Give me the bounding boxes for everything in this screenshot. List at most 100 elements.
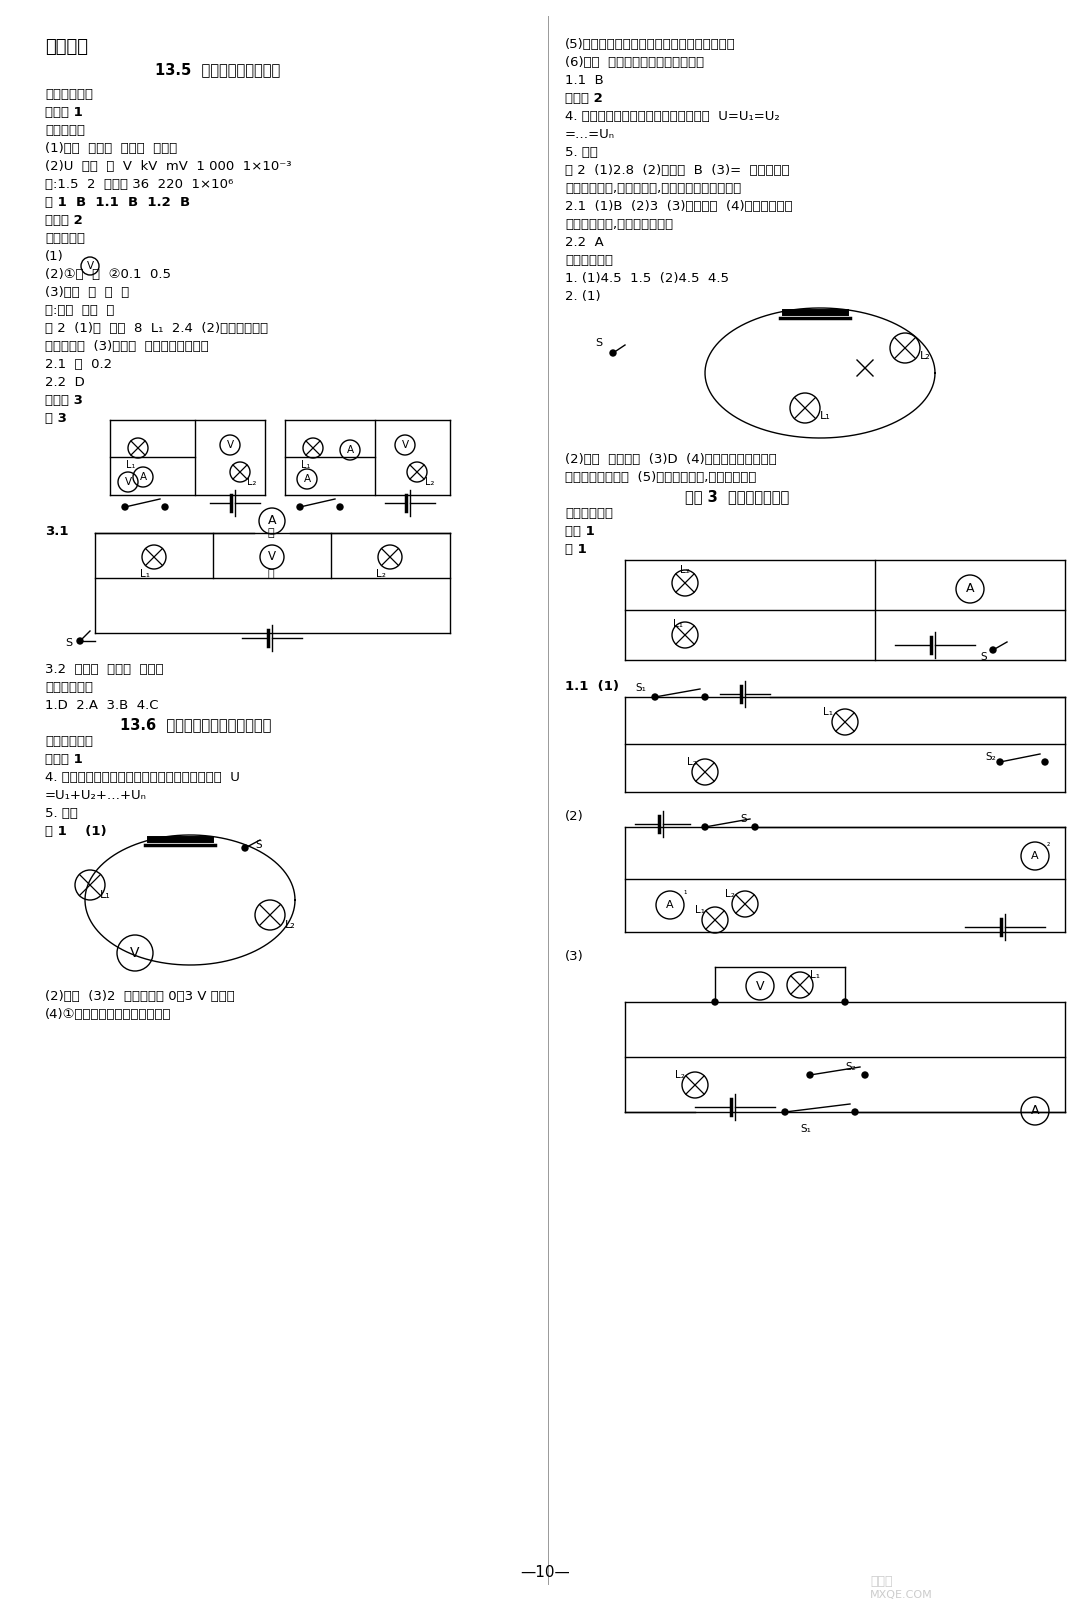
Text: 13.6  探究串、并联电路中的电压: 13.6 探究串、并联电路中的电压	[120, 717, 272, 733]
Circle shape	[610, 350, 616, 357]
Text: 注:量程  试触  能: 注:量程 试触 能	[45, 304, 115, 317]
Text: 【课堂过关】: 【课堂过关】	[45, 682, 93, 694]
Text: 类型 1: 类型 1	[565, 525, 595, 538]
Circle shape	[122, 504, 128, 510]
Text: (1): (1)	[45, 250, 63, 262]
Text: L₂: L₂	[376, 570, 386, 579]
Text: 新知归纳：: 新知归纳：	[45, 125, 85, 138]
Text: (5)用两个规格不同的灯泡并改变电源多次实验: (5)用两个规格不同的灯泡并改变电源多次实验	[565, 38, 735, 51]
Text: ₁: ₁	[683, 886, 686, 896]
Text: 知识点 1: 知识点 1	[45, 754, 83, 766]
Circle shape	[807, 1072, 813, 1078]
Text: L₂: L₂	[726, 890, 735, 899]
Text: (2)断路  (3)2  电压表换用 0～3 V 的量程: (2)断路 (3)2 电压表换用 0～3 V 的量程	[45, 990, 235, 1003]
Text: 【课堂过关】: 【课堂过关】	[565, 254, 613, 267]
Circle shape	[77, 638, 83, 643]
Text: L₁: L₁	[140, 570, 149, 579]
Text: A: A	[1031, 851, 1039, 861]
Text: 电器两端电压相等  (5)更换电源电压,多做几次实验: 电器两端电压相等 (5)更换电源电压,多做几次实验	[565, 470, 756, 483]
Circle shape	[990, 646, 996, 653]
Circle shape	[1042, 758, 1048, 765]
Text: 知识点 2: 知识点 2	[45, 214, 83, 227]
Circle shape	[702, 694, 708, 701]
Text: L₂: L₂	[285, 920, 296, 930]
Text: L₁: L₁	[125, 461, 135, 470]
Text: 1. (1)4.5  1.5  (2)4.5  4.5: 1. (1)4.5 1.5 (2)4.5 4.5	[565, 272, 729, 285]
Text: 【新知生成】: 【新知生成】	[45, 88, 93, 101]
Text: (6)不能  电压表的正负接线柱接反了: (6)不能 电压表的正负接线柱接反了	[565, 56, 704, 69]
Circle shape	[752, 824, 758, 830]
Text: 【新知生成】: 【新知生成】	[45, 734, 93, 749]
Text: V: V	[86, 261, 94, 270]
Text: L₁: L₁	[810, 970, 820, 979]
Text: L₁: L₁	[823, 707, 834, 717]
Text: 1.1  (1): 1.1 (1)	[565, 680, 619, 693]
Circle shape	[842, 998, 848, 1005]
Text: 2.1  (1)B  (2)3  (3)灯泡规格  (4)并联电路中各: 2.1 (1)B (2)3 (3)灯泡规格 (4)并联电路中各	[565, 200, 793, 213]
Text: 甲: 甲	[267, 528, 274, 538]
Text: S: S	[255, 840, 262, 850]
Text: =U₁+U₂+…+Uₙ: =U₁+U₂+…+Uₙ	[45, 789, 147, 802]
Text: S: S	[595, 338, 602, 349]
Text: V: V	[124, 477, 132, 486]
Text: (3): (3)	[565, 950, 584, 963]
Text: 知识点 2: 知识点 2	[565, 91, 602, 106]
Text: 例 2  (1)2.8  (2)不科学  B  (3)=  客厅和卧室: 例 2 (1)2.8 (2)不科学 B (3)= 客厅和卧室	[565, 165, 790, 178]
Text: 参考答案: 参考答案	[45, 38, 88, 56]
Text: (2): (2)	[565, 810, 584, 822]
Text: (4)①等于各用电器两端电压之和: (4)①等于各用电器两端电压之和	[45, 1008, 171, 1021]
Text: 1.1  B: 1.1 B	[565, 74, 603, 86]
Text: 13.5  怎样认识和测量电压: 13.5 怎样认识和测量电压	[155, 62, 280, 77]
Text: A: A	[303, 474, 311, 483]
Text: 2. (1): 2. (1)	[565, 290, 601, 302]
Text: (2)①负  正  ②0.1  0.5: (2)①负 正 ②0.1 0.5	[45, 267, 171, 282]
Text: MXQE.COM: MXQE.COM	[870, 1590, 933, 1600]
Circle shape	[862, 1072, 868, 1078]
Text: S₂: S₂	[846, 1062, 855, 1072]
Text: 例 1    (1): 例 1 (1)	[45, 826, 107, 838]
Circle shape	[997, 758, 1003, 765]
Circle shape	[652, 694, 658, 701]
Text: L₁: L₁	[100, 890, 111, 899]
Circle shape	[242, 845, 248, 851]
Circle shape	[297, 504, 303, 510]
Text: =…=Uₙ: =…=Uₙ	[565, 128, 615, 141]
Text: A: A	[667, 899, 674, 910]
Text: L₁: L₁	[820, 411, 830, 421]
Text: 2.2  D: 2.2 D	[45, 376, 85, 389]
Text: 5. 不同: 5. 不同	[565, 146, 598, 158]
Text: 4. 电源两端的电压等于各用电器两端的电压之和  U: 4. 电源两端的电压等于各用电器两端的电压之和 U	[45, 771, 240, 784]
Text: V: V	[227, 440, 233, 450]
Text: 新知归纳：: 新知归纳：	[45, 232, 85, 245]
Text: 2.2  A: 2.2 A	[565, 235, 603, 250]
Text: 答案圈: 答案圈	[870, 1574, 892, 1587]
Text: S: S	[740, 814, 746, 824]
Text: L₂: L₂	[675, 1070, 685, 1080]
Text: —10—: —10—	[520, 1565, 570, 1581]
Text: (1)电压  干电池  蓄电池  发电机: (1)电压 干电池 蓄电池 发电机	[45, 142, 177, 155]
Circle shape	[852, 1109, 858, 1115]
Text: 专题 3  电路作图与设计: 专题 3 电路作图与设计	[685, 490, 789, 504]
Text: V: V	[130, 946, 140, 960]
Text: S: S	[65, 638, 72, 648]
Text: 例 3: 例 3	[45, 411, 67, 426]
Text: L₂: L₂	[425, 477, 434, 486]
Text: V: V	[401, 440, 408, 450]
Text: V: V	[756, 979, 765, 992]
Text: A: A	[140, 472, 146, 482]
Text: 4. 各支路两端的电压与电源电压均相等  U=U₁=U₂: 4. 各支路两端的电压与电源电压均相等 U=U₁=U₂	[565, 110, 780, 123]
Text: 知识点 1: 知识点 1	[45, 106, 83, 118]
Text: 的灯是并联的,并联电路中,各支路两端的电压相等: 的灯是并联的,并联电路中,各支路两端的电压相等	[565, 182, 741, 195]
Text: A: A	[347, 445, 353, 454]
Circle shape	[782, 1109, 788, 1115]
Text: L₂: L₂	[920, 350, 931, 362]
Text: 5. 不同: 5. 不同	[45, 806, 77, 819]
Text: A: A	[267, 515, 276, 528]
Circle shape	[712, 998, 718, 1005]
Text: 知识点 3: 知识点 3	[45, 394, 83, 406]
Text: S₁: S₁	[800, 1123, 811, 1134]
Circle shape	[702, 824, 708, 830]
Text: 支路电压相等,且等于电源电压: 支路电压相等,且等于电源电压	[565, 218, 673, 230]
Text: L₁: L₁	[673, 619, 683, 629]
Text: S: S	[980, 653, 986, 662]
